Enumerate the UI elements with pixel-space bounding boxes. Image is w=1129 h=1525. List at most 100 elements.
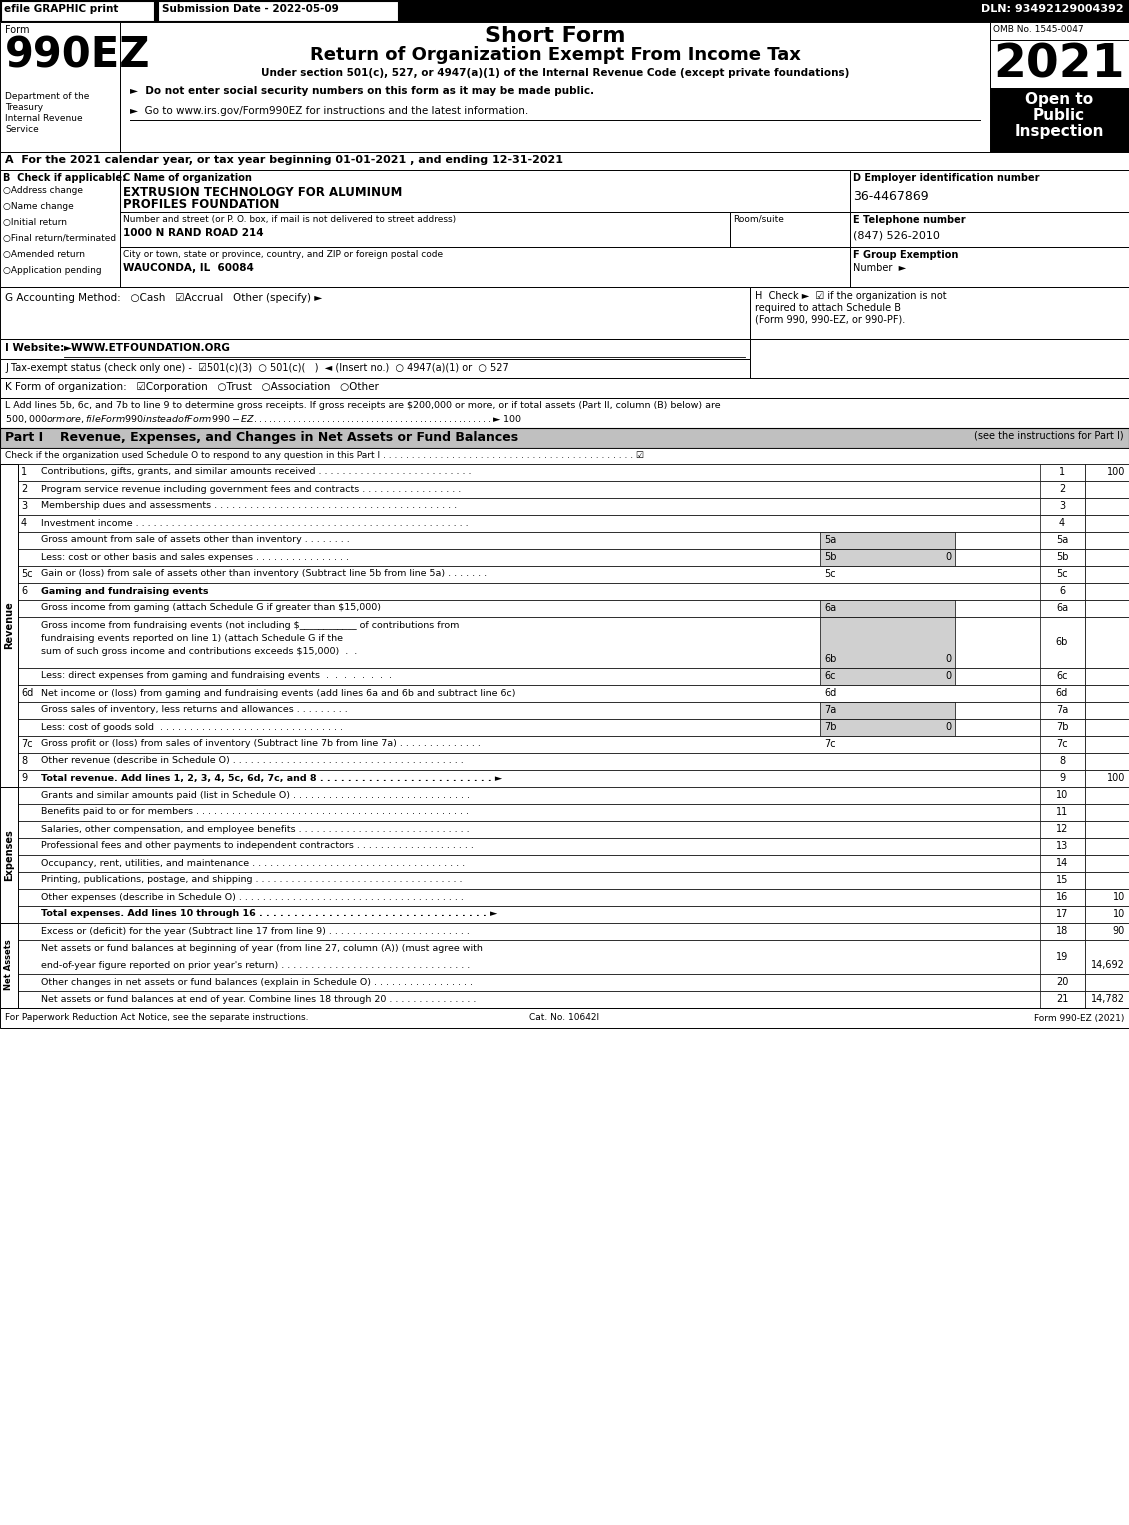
- Bar: [990, 21, 1129, 152]
- Bar: [1040, 499, 1085, 515]
- Bar: [1040, 787, 1085, 804]
- Bar: [120, 212, 730, 247]
- Bar: [18, 499, 1129, 515]
- Bar: [990, 40, 1129, 88]
- Text: G Accounting Method:   ○Cash   ☑Accrual   Other (specify) ►: G Accounting Method: ○Cash ☑Accrual Othe…: [5, 293, 322, 303]
- Text: 0: 0: [945, 654, 951, 663]
- Text: 5a: 5a: [824, 535, 837, 544]
- Bar: [1040, 702, 1085, 718]
- Text: Other revenue (describe in Schedule O) . . . . . . . . . . . . . . . . . . . . .: Other revenue (describe in Schedule O) .…: [41, 756, 464, 766]
- Bar: [1085, 974, 1129, 991]
- Text: Program service revenue including government fees and contracts . . . . . . . . : Program service revenue including govern…: [41, 485, 462, 494]
- Bar: [18, 839, 1129, 856]
- Bar: [18, 923, 1129, 939]
- Bar: [1040, 480, 1085, 499]
- Text: 14: 14: [1056, 859, 1068, 868]
- Text: D Employer identification number: D Employer identification number: [854, 172, 1040, 183]
- Bar: [1040, 668, 1085, 685]
- Bar: [18, 737, 1129, 753]
- Text: 5a: 5a: [1056, 535, 1068, 544]
- Text: 14,782: 14,782: [1091, 994, 1124, 1003]
- Text: (847) 526-2010: (847) 526-2010: [854, 230, 939, 239]
- Text: 15: 15: [1056, 875, 1068, 884]
- Bar: [0, 448, 1129, 464]
- Text: 6: 6: [1059, 586, 1065, 596]
- Text: Expenses: Expenses: [5, 830, 14, 881]
- Bar: [18, 702, 1129, 718]
- Text: 100: 100: [1106, 773, 1124, 782]
- Text: 7c: 7c: [824, 740, 835, 749]
- Text: 5b: 5b: [824, 552, 837, 563]
- Text: Revenue, Expenses, and Changes in Net Assets or Fund Balances: Revenue, Expenses, and Changes in Net As…: [60, 432, 518, 444]
- Text: Short Form: Short Form: [484, 26, 625, 46]
- Bar: [1040, 685, 1085, 702]
- Bar: [120, 247, 850, 287]
- Text: Total revenue. Add lines 1, 2, 3, 4, 5c, 6d, 7c, and 8 . . . . . . . . . . . . .: Total revenue. Add lines 1, 2, 3, 4, 5c,…: [41, 773, 502, 782]
- Bar: [1085, 753, 1129, 770]
- Bar: [820, 718, 955, 737]
- Bar: [1085, 702, 1129, 718]
- Text: E Telephone number: E Telephone number: [854, 215, 965, 226]
- Bar: [0, 169, 120, 287]
- Text: 10: 10: [1113, 892, 1124, 901]
- Text: 990EZ: 990EZ: [5, 35, 150, 76]
- Text: Gross profit or (loss) from sales of inventory (Subtract line 7b from line 7a) .: Gross profit or (loss) from sales of inv…: [41, 740, 481, 749]
- Text: 7b: 7b: [824, 721, 837, 732]
- Bar: [1040, 532, 1085, 549]
- Text: 6c: 6c: [824, 671, 835, 682]
- Text: Net income or (loss) from gaming and fundraising events (add lines 6a and 6b and: Net income or (loss) from gaming and fun…: [41, 688, 516, 697]
- Text: Net Assets: Net Assets: [5, 939, 14, 990]
- Text: 6b: 6b: [824, 654, 837, 663]
- Text: Grants and similar amounts paid (list in Schedule O) . . . . . . . . . . . . . .: Grants and similar amounts paid (list in…: [41, 790, 470, 799]
- Text: Gross sales of inventory, less returns and allowances . . . . . . . . .: Gross sales of inventory, less returns a…: [41, 706, 348, 715]
- Text: I Website:: I Website:: [5, 343, 68, 352]
- Text: 10: 10: [1113, 909, 1124, 920]
- Text: 21: 21: [1056, 994, 1068, 1003]
- Bar: [0, 0, 1129, 21]
- Bar: [1085, 566, 1129, 583]
- Text: Number and street (or P. O. box, if mail is not delivered to street address): Number and street (or P. O. box, if mail…: [123, 215, 456, 224]
- Bar: [1040, 566, 1085, 583]
- Text: WAUCONDA, IL  60084: WAUCONDA, IL 60084: [123, 262, 254, 273]
- Bar: [18, 583, 1129, 599]
- Text: OMB No. 1545-0047: OMB No. 1545-0047: [994, 24, 1084, 34]
- Bar: [1040, 939, 1085, 974]
- Text: 6b: 6b: [1056, 637, 1068, 647]
- Bar: [0, 21, 120, 152]
- Bar: [18, 753, 1129, 770]
- Text: 11: 11: [1056, 807, 1068, 817]
- Text: 6d: 6d: [824, 688, 837, 698]
- Text: 1: 1: [21, 467, 27, 477]
- Bar: [18, 599, 1129, 618]
- Bar: [18, 618, 1129, 668]
- Text: ►  Do not enter social security numbers on this form as it may be made public.: ► Do not enter social security numbers o…: [130, 85, 594, 96]
- Bar: [1040, 839, 1085, 856]
- Bar: [0, 339, 750, 358]
- Text: 0: 0: [945, 552, 951, 563]
- Text: 7c: 7c: [21, 740, 33, 749]
- Bar: [1040, 549, 1085, 566]
- Bar: [18, 770, 1129, 787]
- Bar: [1040, 906, 1085, 923]
- Bar: [1085, 668, 1129, 685]
- Bar: [1040, 820, 1085, 839]
- Text: ○Address change: ○Address change: [3, 186, 84, 195]
- Bar: [0, 1008, 1129, 1028]
- Text: 6d: 6d: [1056, 688, 1068, 698]
- Bar: [0, 429, 1129, 448]
- Text: ○Final return/terminated: ○Final return/terminated: [3, 233, 116, 242]
- Text: Gaming and fundraising events: Gaming and fundraising events: [41, 587, 209, 595]
- Bar: [1085, 770, 1129, 787]
- Bar: [120, 21, 990, 152]
- Text: end-of-year figure reported on prior year's return) . . . . . . . . . . . . . . : end-of-year figure reported on prior yea…: [41, 961, 471, 970]
- Text: $500,000 or more, file Form 990 instead of Form 990-EZ . . . . . . . . . . . . .: $500,000 or more, file Form 990 instead …: [5, 413, 522, 425]
- Bar: [1085, 906, 1129, 923]
- Bar: [1, 2, 154, 21]
- Bar: [1040, 804, 1085, 820]
- Bar: [18, 566, 1129, 583]
- Text: Gross income from fundraising events (not including $____________ of contributio: Gross income from fundraising events (no…: [41, 621, 460, 630]
- Text: H  Check ►  ☑ if the organization is not: H Check ► ☑ if the organization is not: [755, 291, 946, 300]
- Text: efile GRAPHIC print: efile GRAPHIC print: [5, 5, 119, 14]
- Text: Internal Revenue: Internal Revenue: [5, 114, 82, 124]
- Bar: [1085, 939, 1129, 974]
